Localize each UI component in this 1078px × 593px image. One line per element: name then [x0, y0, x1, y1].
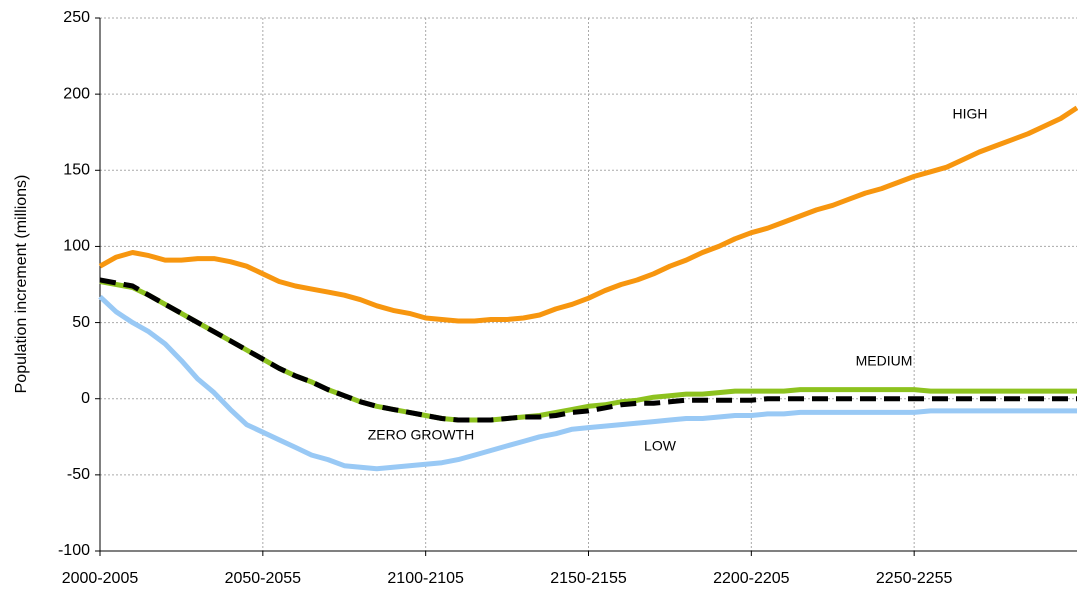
y-tick-label: 100 [63, 238, 90, 255]
series-line [98, 294, 1077, 472]
y-tick-label: -50 [67, 466, 90, 483]
series-label: HIGH [953, 106, 988, 122]
series-label: MEDIUM [856, 353, 913, 369]
y-tick-label: 0 [81, 390, 90, 407]
x-tick-label: 2250-2255 [876, 570, 953, 587]
x-tick-label: 2150-2155 [550, 570, 627, 587]
y-tick-label: 250 [63, 9, 90, 26]
y-tick-label: 200 [63, 85, 90, 102]
y-axis-label: Population increment (millions) [13, 175, 30, 394]
y-tick-label: 50 [72, 314, 90, 331]
x-tick-label: 2000-2005 [62, 570, 139, 587]
series-label: ZERO GROWTH [368, 427, 475, 443]
x-tick-label: 2100-2105 [387, 570, 464, 587]
y-tick-label: 150 [63, 162, 90, 179]
x-tick-label: 2050-2055 [225, 570, 302, 587]
series-label: LOW [644, 438, 677, 454]
series-line [98, 105, 1078, 324]
y-tick-label: -100 [58, 542, 90, 559]
x-tick-label: 2200-2205 [713, 570, 790, 587]
series-line [99, 277, 1077, 423]
